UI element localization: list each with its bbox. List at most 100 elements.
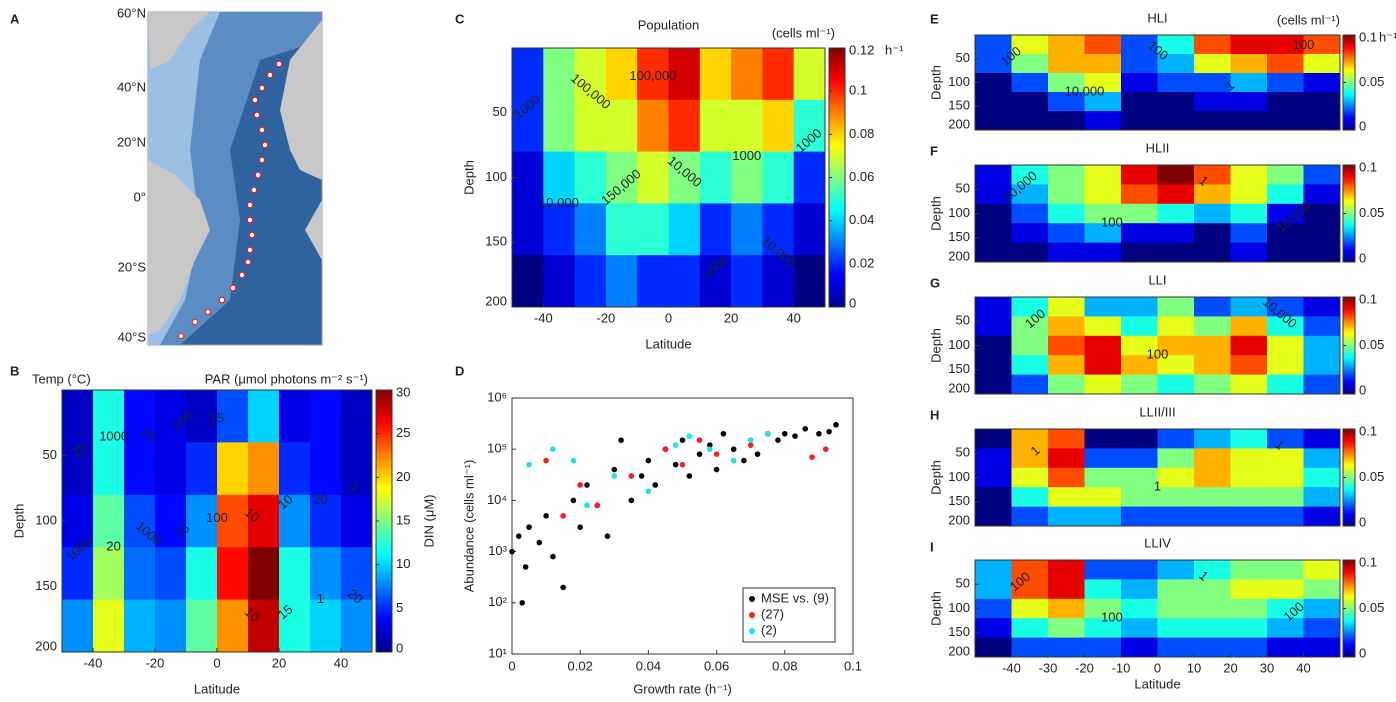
- scatter-point: [822, 446, 829, 453]
- heat-cell: [186, 599, 218, 653]
- station: [251, 96, 259, 104]
- legend-marker: [749, 596, 755, 602]
- colorbar-label: DIN (μM): [421, 495, 436, 548]
- lat-label: 20°S: [118, 259, 147, 274]
- heat-cell: [1048, 618, 1085, 639]
- x-tick-label: 20: [724, 310, 738, 325]
- heat-cell: [1011, 560, 1049, 580]
- heat-cell: [1048, 448, 1085, 469]
- heat-cell: [1011, 242, 1049, 263]
- legend-label: (2): [761, 622, 777, 637]
- colorbar-tick-label: 0: [1359, 382, 1366, 397]
- heat-cell: [62, 599, 94, 653]
- x-tick-label: -20: [1075, 660, 1094, 675]
- heat-cell: [1121, 467, 1158, 488]
- heat-cell: [310, 442, 342, 496]
- heat-cell: [1048, 54, 1085, 74]
- y-tick-label: 150: [948, 98, 970, 113]
- colorbar-tick-label: 0: [396, 640, 403, 655]
- heat-cell: [1157, 223, 1195, 244]
- x-tick-label: 10: [1187, 660, 1201, 675]
- panel-letter: I: [930, 539, 934, 554]
- heat-cell: [975, 223, 1012, 244]
- heat-cell: [975, 35, 1012, 55]
- heat-cell: [1303, 560, 1341, 580]
- heat-cell: [1011, 618, 1049, 639]
- heat-cell: [1194, 242, 1231, 263]
- heat-cell: [1084, 242, 1122, 263]
- heat-cell: [668, 151, 701, 204]
- heat-cell: [699, 151, 732, 204]
- heat-cell: [1084, 73, 1122, 93]
- heat-cell: [1267, 598, 1304, 619]
- heat-cell: [605, 255, 638, 308]
- station: [258, 126, 266, 134]
- y-tick-label: 10²: [488, 594, 507, 609]
- heat-cell: [1121, 316, 1158, 337]
- heat-cell: [512, 99, 544, 153]
- heat-cell: [543, 203, 576, 256]
- heat-cell: [1230, 54, 1268, 74]
- heat-cell: [1303, 598, 1341, 619]
- heat-cell: [1303, 374, 1341, 395]
- heat-cell: [1194, 618, 1231, 639]
- heat-cell: [668, 203, 701, 256]
- heat-cell: [1121, 54, 1158, 74]
- heat-cell: [1303, 92, 1341, 112]
- legend-box: [742, 587, 836, 643]
- heat-cell: [1303, 467, 1341, 488]
- scatter-point: [809, 454, 815, 460]
- heat-cell: [1303, 242, 1341, 263]
- scatter-point: [577, 524, 583, 530]
- heat-cell: [762, 203, 795, 256]
- heat-cell: [1194, 579, 1231, 600]
- heat-cell: [1194, 487, 1231, 508]
- heat-cell: [1121, 184, 1158, 205]
- scatter-point: [706, 446, 713, 453]
- colorbar-unit: h⁻¹: [1379, 29, 1396, 44]
- heat-cell: [155, 390, 187, 443]
- heat-cell: [1048, 560, 1085, 580]
- annotation: Temp (°C): [32, 371, 91, 386]
- heat-cell: [1048, 73, 1085, 93]
- scatter-point: [594, 502, 601, 509]
- heat-cell: [1011, 165, 1049, 185]
- heat-cell: [975, 316, 1012, 337]
- heat-cell: [1303, 316, 1341, 337]
- heat-cell: [975, 297, 1012, 317]
- heat-cell: [1011, 316, 1049, 337]
- y-axis-label: Depth: [11, 504, 26, 539]
- x-tick-label: 0: [665, 310, 672, 325]
- heat-cell: [1230, 111, 1268, 131]
- legend-label: (27): [761, 606, 784, 621]
- heat-cell: [1194, 355, 1231, 376]
- heat-cell: [279, 599, 311, 653]
- contour-label: 1: [1154, 479, 1161, 494]
- heat-cell: [1230, 35, 1268, 55]
- heat-cell: [1230, 598, 1268, 619]
- heat-cell: [1157, 506, 1195, 527]
- y-tick-label: 10⁴: [487, 492, 507, 507]
- heat-cell: [1230, 618, 1268, 639]
- contour-label: 100: [206, 510, 228, 525]
- heat-cell: [279, 494, 311, 548]
- heat-cell: [186, 547, 218, 601]
- heat-cell: [762, 48, 795, 101]
- panel-title: Population: [638, 17, 699, 32]
- station: [258, 156, 266, 164]
- y-tick-label: 150: [485, 234, 507, 249]
- y-tick-label: 200: [35, 638, 57, 653]
- heat-cell: [574, 48, 607, 101]
- heat-cell: [310, 494, 342, 548]
- heat-cell: [93, 442, 125, 496]
- heat-cell: [1303, 184, 1341, 205]
- scatter-point: [611, 466, 618, 473]
- heat-cell: [1011, 92, 1049, 112]
- y-tick-label: 150: [948, 624, 970, 639]
- scatter-point: [833, 421, 839, 428]
- scatter-point: [645, 457, 652, 464]
- heat-cell: [512, 151, 544, 204]
- heat-cell: [1230, 637, 1268, 658]
- y-axis-label: Depth: [928, 328, 943, 363]
- scatter-point: [764, 430, 771, 437]
